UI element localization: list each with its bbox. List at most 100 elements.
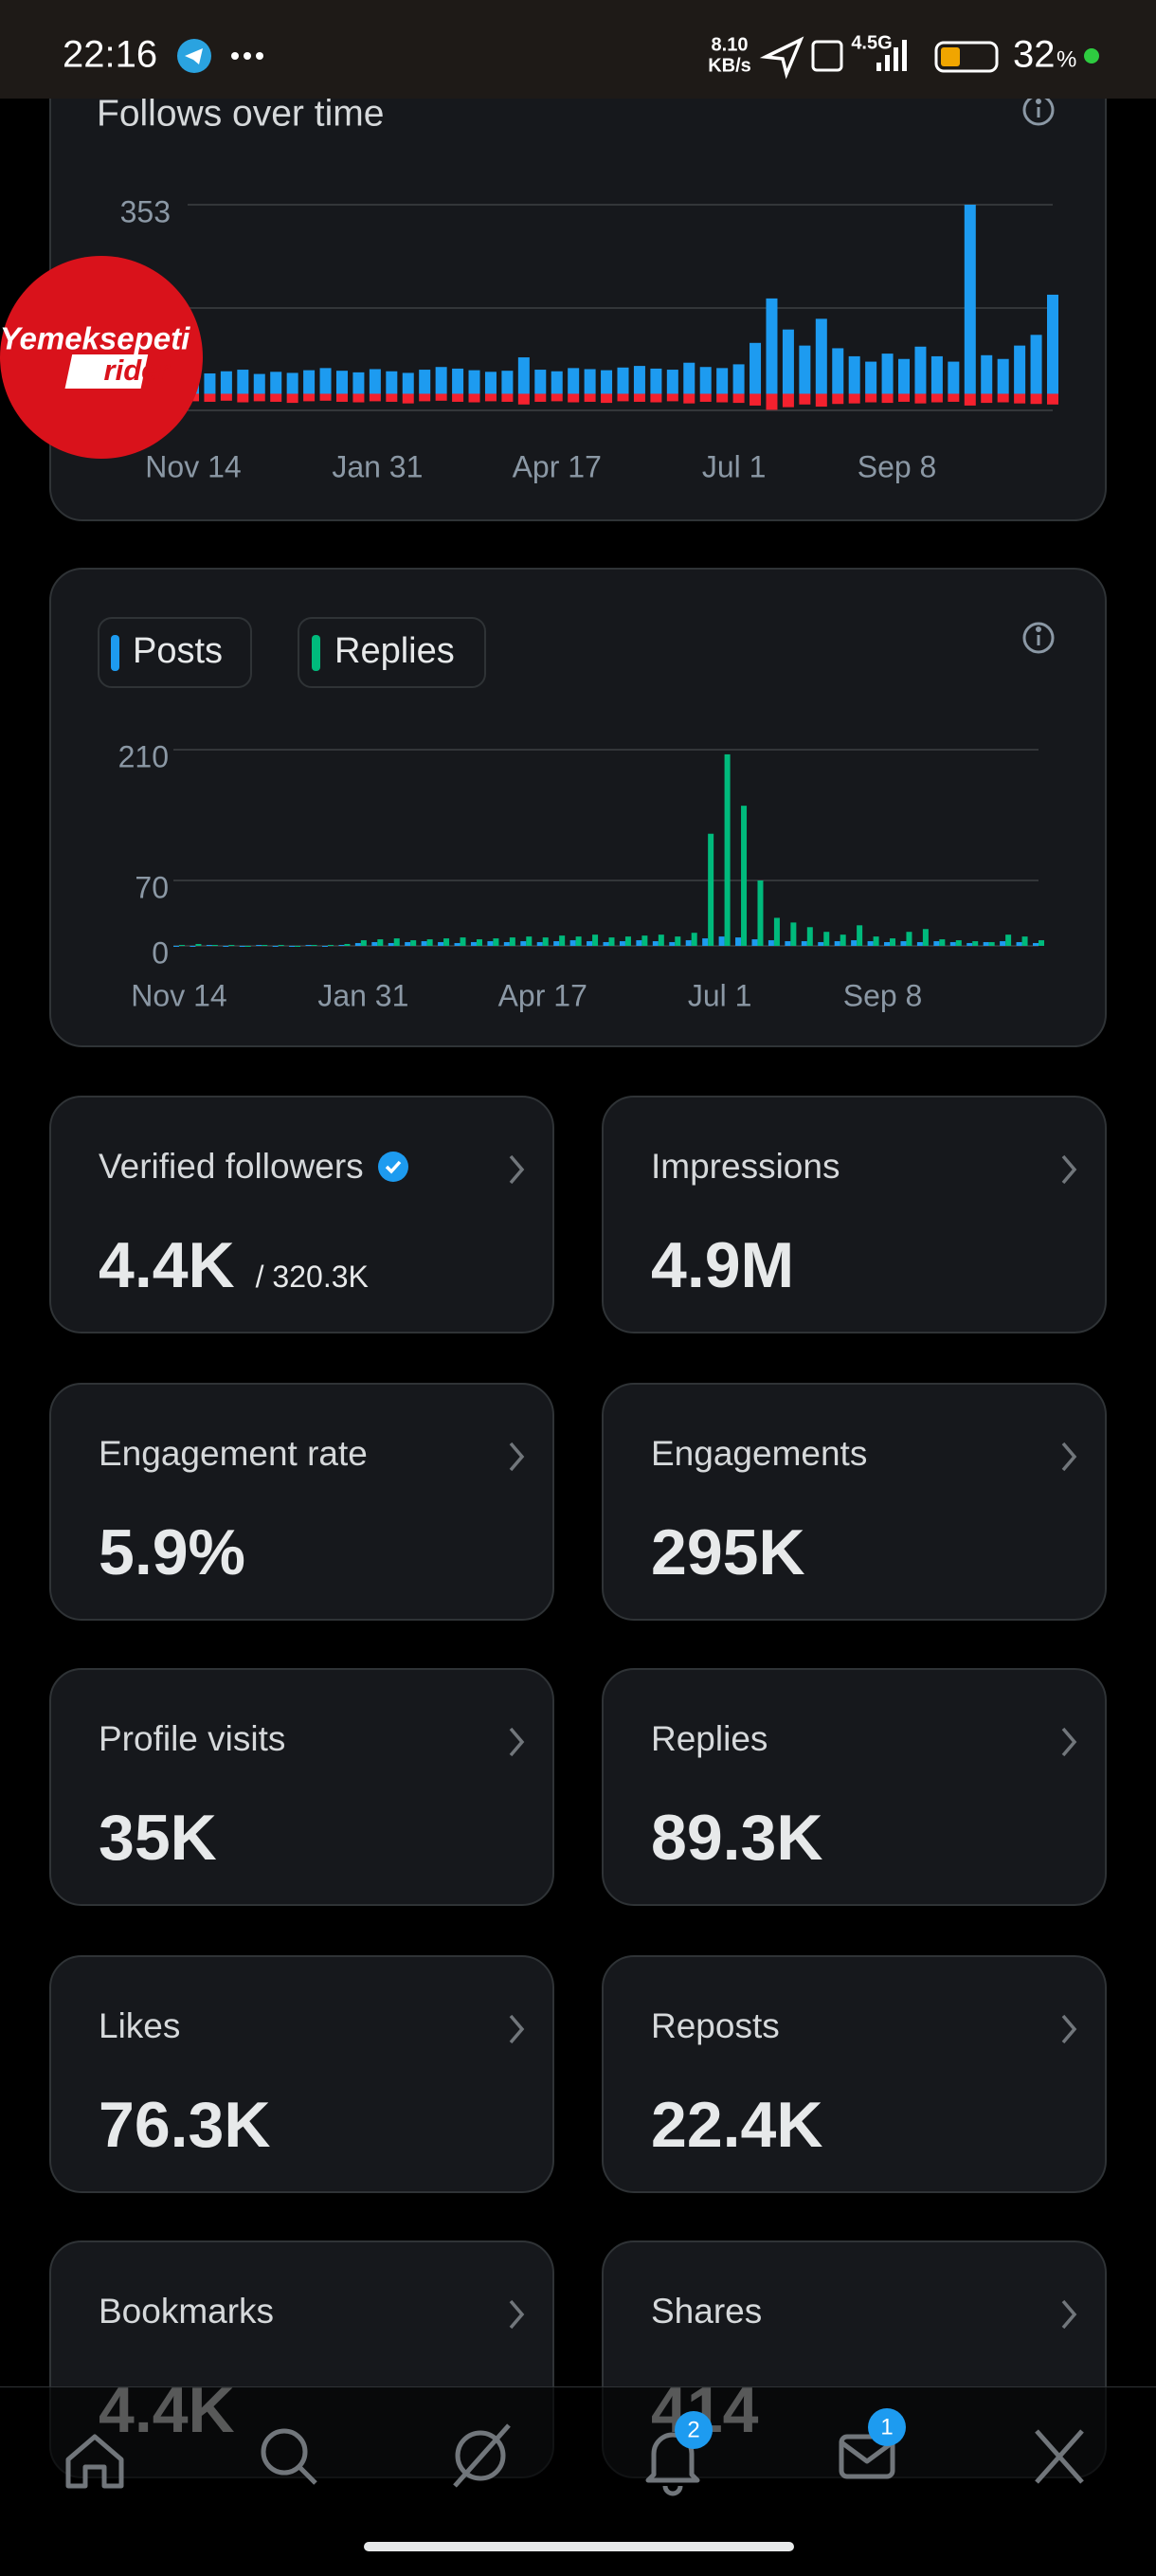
bar [386,393,398,402]
bar [823,932,830,946]
legend-chip[interactable]: Posts [98,617,252,688]
bar [832,393,844,405]
bar [237,370,249,394]
bar [732,364,745,394]
chevron [1061,2299,1077,2330]
metric-card[interactable]: Profile visits 35K [49,1668,554,1906]
bar [256,945,262,947]
bar [933,941,940,946]
bar [683,362,695,394]
message-badge [868,2408,906,2446]
bar [757,880,764,946]
legend-chip[interactable]: Replies [298,617,486,688]
value-text: 76.3K [99,2089,271,2161]
bar [1005,934,1012,946]
bar [584,369,596,394]
bar [388,943,394,946]
bar [568,393,580,403]
badge-box [64,354,149,389]
metric-value: 295K [651,1515,805,1589]
bar [964,393,976,406]
bar [867,941,874,946]
bar [633,393,645,402]
bar [955,940,962,946]
chevron [509,1442,525,1472]
bar [865,393,877,403]
status-bar: 22:16 8.10 KB/s 4.5G 32 % [0,0,1156,99]
bar [702,938,709,946]
x-tick-label: Sep 8 [858,449,937,483]
badge-text: rider [104,354,172,387]
bar [699,367,712,394]
bar [587,941,593,946]
home-icon[interactable] [65,2434,124,2489]
bar [553,941,560,946]
chevron [509,1727,525,1757]
bar [766,298,778,394]
bar [806,927,813,946]
bar [997,358,1009,394]
bar [669,942,676,946]
x-tick-label: Jan 31 [317,978,408,1012]
bar [206,945,212,947]
bar [211,945,218,947]
x-tick-label: Sep 8 [843,978,923,1012]
overlay-badge[interactable]: Yemeksepeti rider [0,248,210,466]
bar [617,393,629,402]
x-tick-label: Apr 17 [513,449,602,483]
bar [716,393,729,403]
x-tick-label: Nov 14 [131,978,226,1012]
bar [386,371,398,394]
metric-card[interactable]: Replies 89.3K [602,1668,1107,1906]
legend-swatch [111,635,119,671]
chevron [1061,1154,1077,1185]
metric-card[interactable]: Likes 76.3K [49,1955,554,2193]
bar [658,934,664,946]
bar [603,942,609,946]
net-unit: KB/s [708,55,751,76]
bar [652,941,659,946]
label-text: Verified followers [99,1147,364,1186]
bar [335,371,348,394]
verified-badge [377,1152,408,1182]
bar [972,941,979,946]
bar [239,946,245,947]
bar [338,945,345,947]
bar [815,318,827,394]
bar [914,346,927,394]
x-icon[interactable] [1035,2429,1084,2484]
bar [286,372,298,394]
metric-card[interactable]: Reposts 22.4K [602,1955,1107,2193]
messages-icon[interactable] [839,2434,895,2479]
bar [691,933,697,946]
metric-card[interactable]: Verified followers 4.4K / 320.3K [49,1096,554,1333]
status-icons: 22:16 8.10 KB/s 4.5G 32 % [63,32,1099,80]
bar [1047,393,1058,405]
info-icon[interactable] [1022,622,1055,654]
bar [766,393,778,410]
metric-card[interactable]: Engagements 295K [602,1383,1107,1621]
more-dots [231,52,263,60]
bar [534,370,547,394]
label-text: Likes [99,2006,181,2045]
bar [487,941,494,946]
grok-icon[interactable] [453,2423,511,2488]
bar [900,941,907,946]
bar [377,939,384,946]
signal-icon [876,40,907,71]
bar [321,946,328,947]
bar [948,361,960,394]
bar [624,936,631,946]
bottom-nav: 2 1 [0,2386,1156,2571]
metric-card[interactable]: Impressions 4.9M [602,1096,1107,1333]
bar [619,941,625,946]
chevron [1061,1727,1077,1757]
bar [405,942,411,946]
bar [435,367,447,394]
bar [195,944,202,946]
bar [939,939,946,946]
bar [922,929,929,946]
search-icon[interactable] [261,2428,317,2485]
metric-card[interactable]: Engagement rate 5.9% [49,1383,554,1621]
notification-badge [675,2411,713,2449]
